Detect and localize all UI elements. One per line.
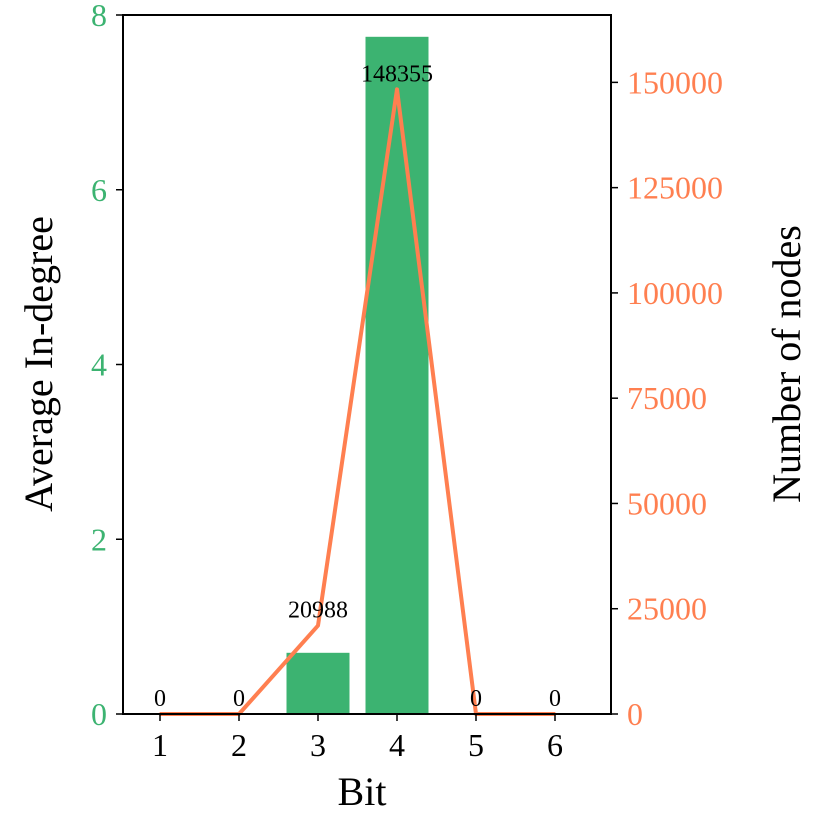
bars-layer: [286, 36, 429, 715]
y-left-tick-label: 8: [91, 0, 107, 33]
x-tick-label: 3: [310, 727, 326, 763]
y-left-tick-label: 2: [91, 521, 107, 557]
line-number-of-nodes: [160, 87, 555, 716]
bar-4: [365, 36, 429, 715]
data-label-4: 148355: [361, 61, 433, 87]
x-tick-label: 2: [231, 727, 247, 763]
y-right-tick-label: 100000: [627, 275, 723, 311]
y-right-tick-label: 50000: [627, 485, 707, 521]
data-label-5: 0: [470, 686, 482, 712]
y-axis-right: 0 25000 50000 75000 100000 125000 150000: [611, 64, 723, 732]
data-label-3: 20988: [288, 598, 348, 624]
line-layer: [158, 87, 557, 716]
y-right-tick-label: 0: [627, 696, 643, 732]
y-right-tick-label: 150000: [627, 64, 723, 100]
y-axis-left-title: Average In-degree: [16, 216, 61, 512]
y-right-tick-label: 125000: [627, 170, 723, 206]
y-left-tick-label: 0: [91, 696, 107, 732]
x-axis: 1 2 3 4 5 6: [152, 714, 563, 763]
line-point-3: [316, 624, 320, 628]
data-label-1: 0: [154, 686, 166, 712]
y-axis-left: 0 2 4 6 8: [91, 0, 123, 732]
x-axis-title: Bit: [338, 769, 387, 814]
data-labels-layer: 0 0 20988 148355 0 0: [154, 61, 561, 712]
data-label-2: 0: [233, 686, 245, 712]
y-right-tick-label: 25000: [627, 591, 707, 627]
data-label-6: 0: [549, 686, 561, 712]
y-left-tick-label: 6: [91, 172, 107, 208]
x-tick-label: 4: [389, 727, 405, 763]
y-right-tick-label: 75000: [627, 380, 707, 416]
x-tick-label: 6: [547, 727, 563, 763]
bar-3: [286, 652, 350, 714]
y-axis-right-title: Number of nodes: [764, 225, 809, 503]
x-tick-label: 1: [152, 727, 168, 763]
line-point-4: [395, 87, 399, 91]
x-tick-label: 5: [468, 727, 484, 763]
y-left-tick-label: 4: [91, 347, 107, 383]
